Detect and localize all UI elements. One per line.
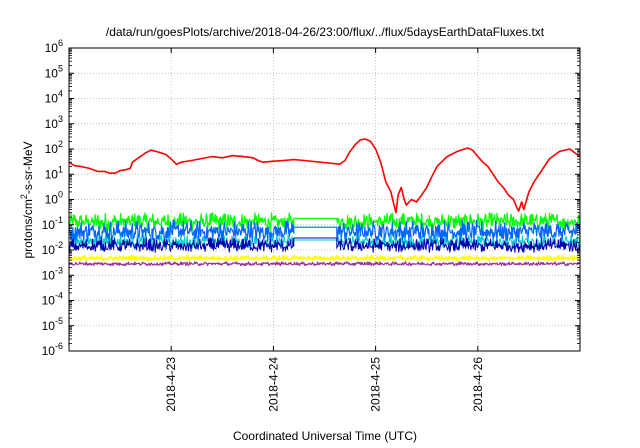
y-tick-label: 10-2 xyxy=(42,240,63,257)
y-tick-label-exp: -5 xyxy=(55,316,63,326)
chart-title: /data/run/goesPlots/archive/2018-04-26/2… xyxy=(106,25,545,39)
y-tick-label-exp: -2 xyxy=(55,240,63,250)
y-tick-label-base: 10 xyxy=(45,117,59,131)
x-tick-label: 2018-4-23 xyxy=(164,357,178,412)
series-line-6 xyxy=(69,261,580,267)
x-ticks: 2018-4-23 2018-4-24 2018-4-25 2018-4-26 xyxy=(164,48,485,412)
y-tick-label-exp: 3 xyxy=(58,114,63,124)
series-line-5 xyxy=(69,254,580,262)
y-tick-label-exp: -3 xyxy=(55,265,63,275)
y-tick-label-base: 10 xyxy=(45,92,59,106)
y-tick-label: 10-1 xyxy=(42,215,63,232)
series-line-4 xyxy=(69,237,580,253)
y-tick-label-base: 10 xyxy=(42,344,56,358)
y-tick-label-exp: 4 xyxy=(58,89,63,99)
y-tick-label: 103 xyxy=(45,114,63,131)
y-tick-label: 10-5 xyxy=(42,316,63,333)
y-tick-label-exp: 5 xyxy=(58,63,63,73)
y-tick-label: 101 xyxy=(45,164,63,181)
series-line-0 xyxy=(69,138,580,214)
grid xyxy=(69,48,580,351)
y-tick-label: 105 xyxy=(45,63,63,80)
x-axis-title: Coordinated Universal Time (UTC) xyxy=(233,429,417,443)
y-axis-title-sup: 2 xyxy=(19,194,29,199)
series-group xyxy=(69,138,580,267)
y-tick-label: 10-4 xyxy=(42,291,63,308)
y-ticks: 10-610-510-410-310-210-11001011021031041… xyxy=(42,38,580,358)
y-tick-label-exp: 6 xyxy=(58,38,63,48)
y-tick-label: 104 xyxy=(45,89,63,106)
y-tick-label-base: 10 xyxy=(42,243,56,257)
y-tick-label-base: 10 xyxy=(45,193,59,207)
y-tick-label-exp: 2 xyxy=(58,139,63,149)
plot-area xyxy=(69,138,580,267)
y-tick-label-base: 10 xyxy=(42,294,56,308)
x-tick-label: 2018-4-26 xyxy=(471,357,485,412)
y-axis-title-pre: protons/cm xyxy=(21,199,35,258)
x-tick-label: 2018-4-25 xyxy=(369,357,383,412)
y-tick-label-exp: -6 xyxy=(55,341,63,351)
series-line-2 xyxy=(69,219,580,243)
y-tick-label: 10-6 xyxy=(42,341,63,358)
y-tick-label-base: 10 xyxy=(42,268,56,282)
y-tick-label-exp: -4 xyxy=(55,291,63,301)
y-tick-label-exp: 1 xyxy=(58,164,63,174)
y-tick-label: 100 xyxy=(45,190,63,207)
y-tick-label-base: 10 xyxy=(45,142,59,156)
y-axis-title-post: -s-sr-MeV xyxy=(21,141,35,194)
y-tick-label-exp: 0 xyxy=(58,190,63,200)
y-tick-label-base: 10 xyxy=(42,218,56,232)
y-tick-label-exp: -1 xyxy=(55,215,63,225)
y-tick-label-base: 10 xyxy=(45,41,59,55)
x-tick-label: 2018-4-24 xyxy=(266,357,280,412)
y-tick-label: 102 xyxy=(45,139,63,156)
y-tick-label: 10-3 xyxy=(42,265,63,282)
y-tick-label-base: 10 xyxy=(45,167,59,181)
y-axis-title: protons/cm2-s-sr-MeV xyxy=(19,141,35,258)
y-tick-label-base: 10 xyxy=(42,319,56,333)
y-tick-label-base: 10 xyxy=(45,66,59,80)
y-tick-label: 106 xyxy=(45,38,63,55)
